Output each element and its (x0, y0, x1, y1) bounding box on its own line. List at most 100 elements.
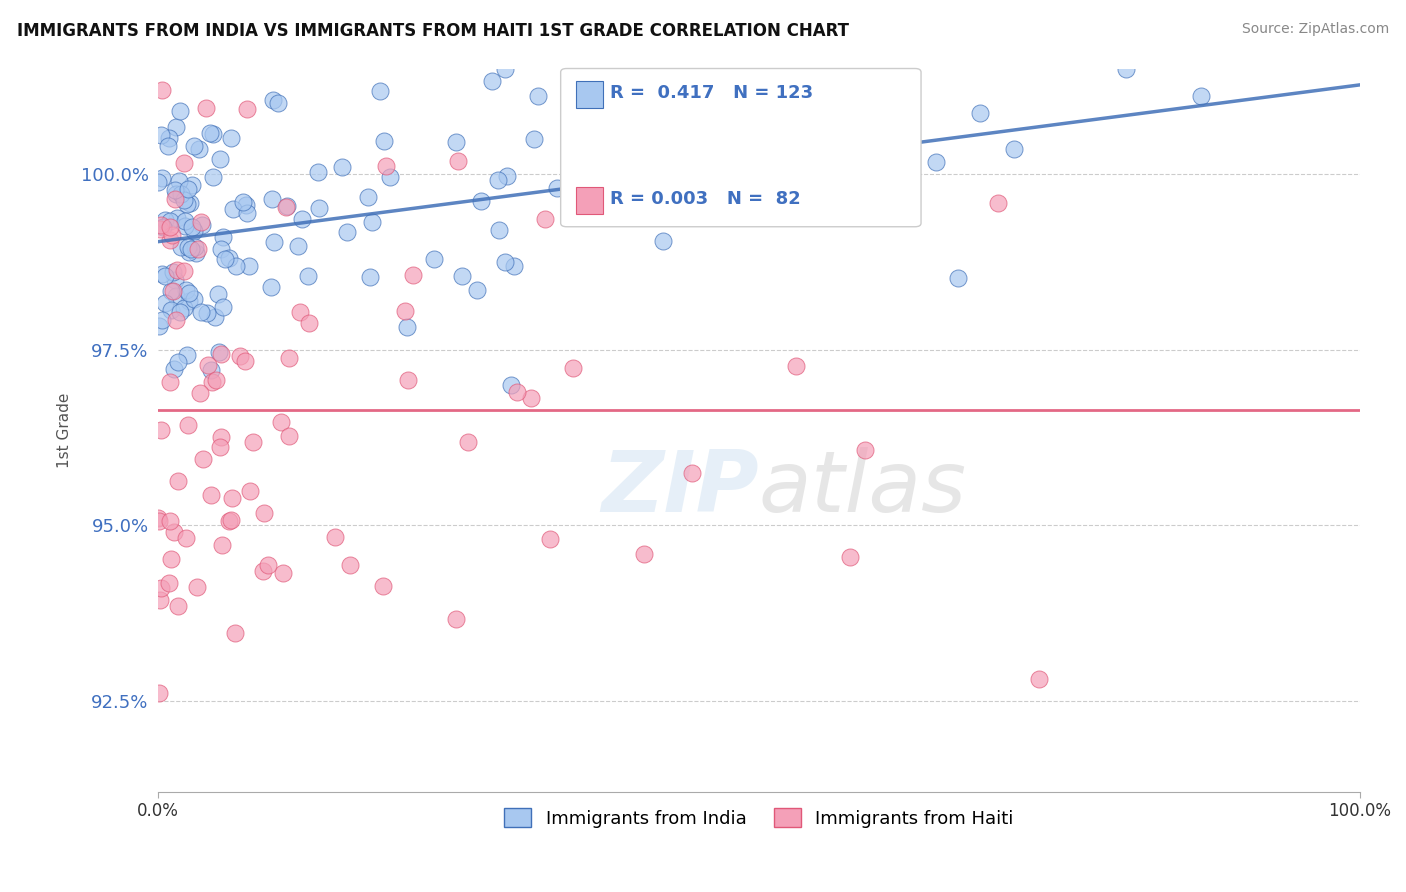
Point (176, 348, 198, 362)
Point (287, 239, 309, 253)
Point (423, 252, 446, 267)
Point (169, 305, 191, 319)
Point (148, 511, 170, 525)
Point (195, 306, 218, 320)
Point (188, 385, 211, 400)
Point (373, 134, 395, 148)
Point (276, 199, 298, 213)
Point (260, 280, 283, 294)
Point (235, 198, 257, 212)
Point (155, 212, 177, 227)
Point (167, 599, 190, 614)
Point (198, 126, 221, 140)
Point (186, 246, 208, 260)
Point (150, 313, 173, 327)
Point (159, 514, 181, 528)
Point (330, 160, 353, 174)
Point (253, 506, 276, 520)
Point (375, 159, 398, 173)
Point (652, 234, 675, 248)
Point (183, 292, 205, 306)
Point (336, 225, 359, 239)
Point (186, 580, 208, 594)
Point (176, 196, 198, 211)
Point (214, 252, 236, 266)
Point (149, 593, 172, 607)
Point (169, 104, 191, 119)
Point (263, 93, 285, 107)
Point (187, 242, 209, 256)
Point (179, 196, 201, 211)
Point (679, 149, 702, 163)
Point (278, 429, 301, 443)
Point (238, 259, 260, 273)
Point (150, 83, 173, 97)
Point (163, 183, 186, 197)
Point (212, 230, 235, 244)
Point (165, 120, 187, 134)
Point (179, 286, 201, 301)
Point (221, 513, 243, 527)
Point (221, 491, 243, 505)
Point (339, 558, 361, 572)
Point (444, 612, 467, 626)
Point (153, 296, 176, 310)
Point (177, 182, 200, 196)
Point (232, 195, 254, 210)
Point (506, 384, 529, 399)
Point (239, 484, 262, 499)
Point (222, 202, 245, 217)
Point (160, 303, 183, 318)
Point (297, 269, 319, 284)
Point (1115, 62, 1137, 76)
Point (177, 418, 200, 433)
Point (150, 424, 173, 438)
Point (225, 259, 247, 273)
Point (180, 242, 202, 256)
Bar (576, 81, 603, 108)
Y-axis label: 1st Grade: 1st Grade (58, 392, 72, 468)
Point (561, 361, 583, 376)
Point (150, 218, 173, 232)
Point (519, 391, 541, 405)
Point (191, 218, 214, 232)
Point (166, 211, 188, 226)
Bar (576, 187, 603, 214)
Point (361, 215, 384, 229)
Point (148, 686, 170, 700)
Point (174, 283, 197, 297)
Point (165, 187, 187, 202)
Point (204, 310, 226, 324)
Point (307, 165, 329, 179)
Point (174, 213, 197, 227)
Point (633, 547, 655, 561)
Point (190, 215, 212, 229)
Point (173, 219, 195, 233)
Point (149, 222, 172, 236)
Text: R =  0.417   N = 123: R = 0.417 N = 123 (610, 84, 813, 103)
Point (1028, 672, 1050, 686)
Point (173, 193, 195, 207)
Point (159, 233, 181, 247)
Point (180, 178, 202, 192)
Point (357, 189, 380, 203)
Point (159, 219, 181, 234)
Point (1189, 89, 1212, 103)
Point (494, 255, 516, 269)
Point (470, 194, 492, 209)
Point (450, 269, 472, 284)
Point (174, 531, 197, 545)
Point (173, 264, 195, 278)
Point (308, 202, 330, 216)
Point (159, 213, 181, 227)
Text: atlas: atlas (759, 447, 967, 530)
Text: IMMIGRANTS FROM INDIA VS IMMIGRANTS FROM HAITI 1ST GRADE CORRELATION CHART: IMMIGRANTS FROM INDIA VS IMMIGRANTS FROM… (17, 22, 849, 40)
Point (969, 106, 991, 120)
Point (188, 142, 211, 156)
Point (501, 377, 523, 392)
Point (378, 170, 401, 185)
Point (166, 474, 188, 488)
Point (184, 240, 207, 254)
Point (209, 441, 232, 455)
Point (167, 174, 190, 188)
